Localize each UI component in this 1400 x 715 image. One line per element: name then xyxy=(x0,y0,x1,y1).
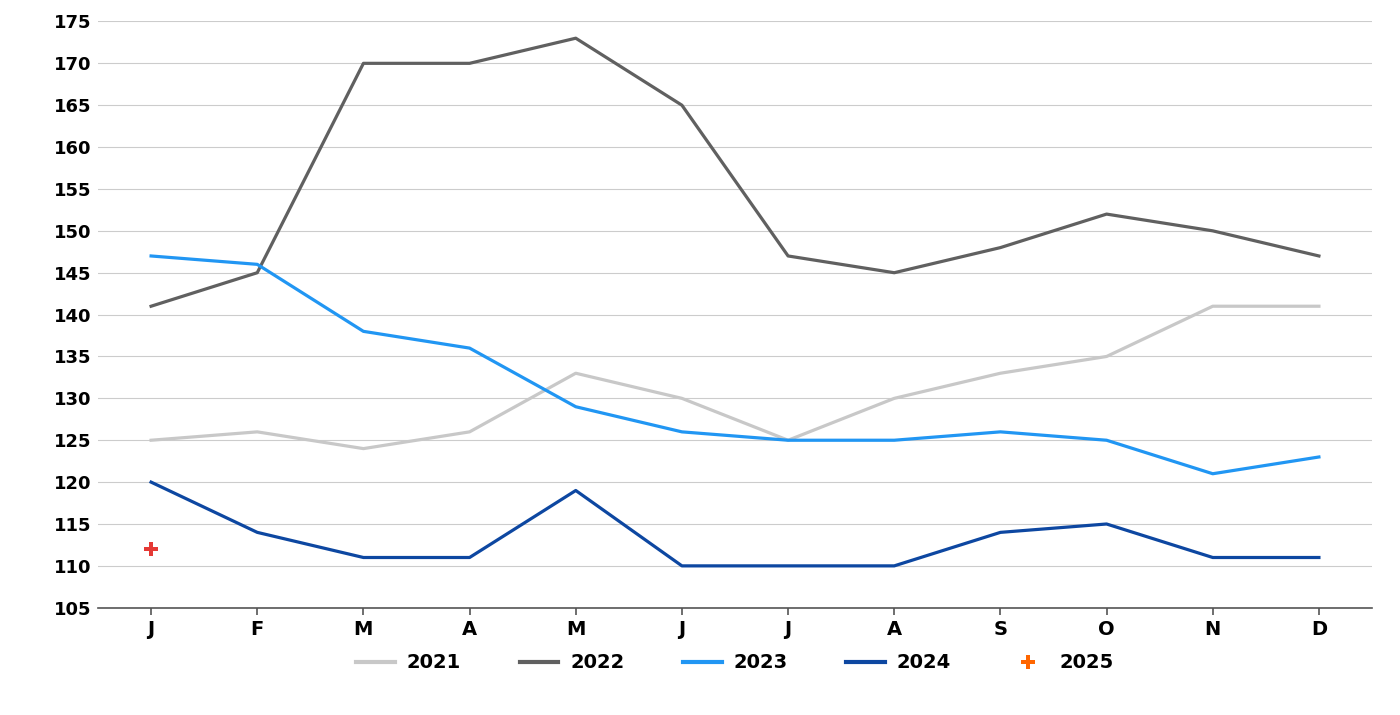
Legend: 2021, 2022, 2023, 2024, 2025: 2021, 2022, 2023, 2024, 2025 xyxy=(349,646,1121,680)
